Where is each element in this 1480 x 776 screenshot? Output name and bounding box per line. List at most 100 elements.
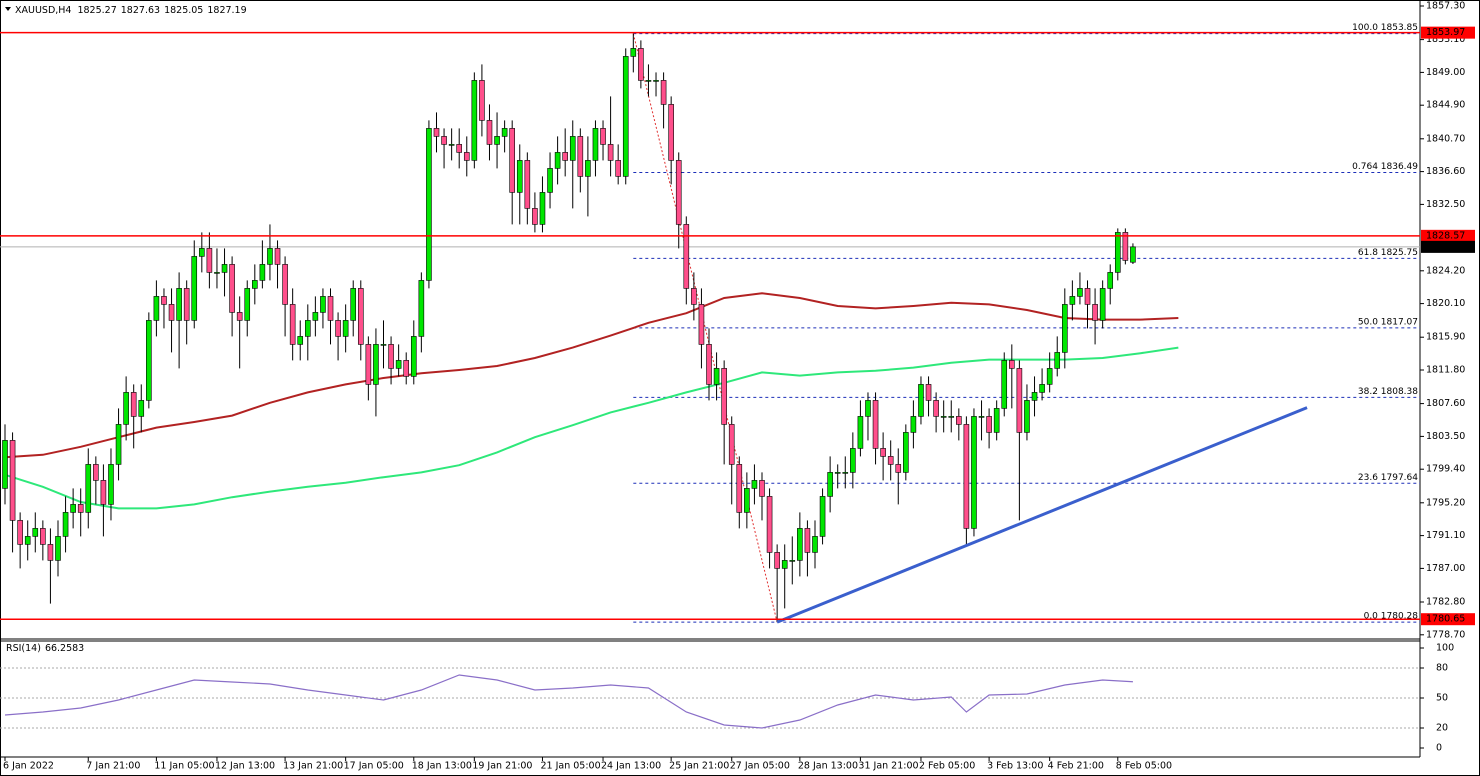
x-tick-label: 6 Jan 2022 bbox=[3, 761, 54, 772]
candle-body bbox=[77, 504, 84, 513]
price-level-tag bbox=[1421, 613, 1475, 626]
y-tick-label: 1807.60 bbox=[1426, 398, 1465, 409]
candle-body bbox=[865, 400, 871, 417]
candle-body bbox=[895, 464, 902, 473]
candle-body bbox=[403, 360, 410, 377]
candle-body bbox=[744, 488, 750, 513]
candle-body bbox=[562, 152, 568, 161]
y-tick-label: 1853.10 bbox=[1426, 34, 1465, 45]
candle-body bbox=[183, 288, 190, 321]
candle-body bbox=[789, 560, 796, 562]
x-tick-label: 12 Jan 13:00 bbox=[215, 761, 275, 772]
candle-body bbox=[577, 136, 584, 177]
candle-body bbox=[312, 312, 319, 321]
candle-body bbox=[933, 400, 939, 417]
rsi-line bbox=[4, 674, 1133, 729]
candle-body bbox=[1107, 272, 1114, 289]
candle-body bbox=[130, 392, 137, 417]
y-tick-label: 1778.70 bbox=[1426, 629, 1465, 640]
candle-body bbox=[781, 560, 788, 569]
candle-body bbox=[55, 536, 61, 561]
candle-body bbox=[244, 288, 251, 321]
rsi-header: RSI(14) 66.2583 bbox=[6, 643, 84, 654]
candle-body bbox=[660, 80, 667, 105]
candle-body bbox=[524, 160, 531, 209]
candle-body bbox=[554, 152, 561, 169]
candle-body bbox=[1054, 352, 1061, 369]
candle-body bbox=[638, 48, 644, 81]
candle-body bbox=[1084, 288, 1091, 305]
header: XAUUSD,H4 1825.27 1827.63 1825.05 1827.19 bbox=[15, 5, 247, 16]
candle-body bbox=[17, 520, 23, 545]
candle-body bbox=[274, 248, 281, 265]
candle-body bbox=[918, 384, 924, 417]
candle-body bbox=[986, 416, 992, 433]
candle-body bbox=[812, 536, 818, 553]
candle-body bbox=[501, 128, 508, 137]
candle-body bbox=[494, 136, 500, 145]
current-price-label: 1827.19 bbox=[1426, 241, 1465, 252]
candle-body bbox=[1114, 232, 1121, 273]
x-tick-label: 7 Jan 21:00 bbox=[86, 761, 140, 772]
rsi-tick-label: 80 bbox=[1436, 663, 1448, 674]
candle-body bbox=[115, 424, 122, 465]
candle-body bbox=[24, 536, 31, 545]
candle-body bbox=[585, 160, 591, 177]
y-tick-label: 1824.20 bbox=[1426, 265, 1465, 276]
candle-body bbox=[327, 296, 334, 321]
candle-body bbox=[1001, 360, 1008, 409]
candle-body bbox=[388, 344, 394, 369]
candle-body bbox=[1092, 304, 1098, 321]
candle-body bbox=[100, 480, 107, 505]
y-tick-label: 1815.90 bbox=[1426, 332, 1465, 343]
candle-body bbox=[456, 144, 463, 153]
fib-label: 38.2 1808.38 bbox=[1358, 387, 1418, 397]
x-tick-label: 17 Jan 05:00 bbox=[344, 761, 404, 772]
candle-body bbox=[910, 416, 917, 433]
candle-body bbox=[2, 440, 8, 489]
y-tick-label: 1803.50 bbox=[1426, 431, 1465, 442]
low-value: 1825.05 bbox=[164, 5, 203, 16]
candle-body bbox=[653, 80, 659, 82]
rsi-value: 66.2583 bbox=[45, 643, 84, 654]
y-tick-label: 1791.10 bbox=[1426, 530, 1465, 541]
candle-body bbox=[320, 296, 326, 313]
x-tick-label: 13 Jan 21:00 bbox=[283, 761, 343, 772]
y-tick-label: 1832.50 bbox=[1426, 199, 1465, 210]
candle-body bbox=[342, 320, 349, 337]
candle-body bbox=[433, 128, 440, 137]
candle-body bbox=[259, 264, 266, 281]
y-tick-label: 1849.00 bbox=[1426, 67, 1465, 78]
trend-line bbox=[776, 406, 1308, 624]
candle-body bbox=[146, 320, 152, 401]
price-level-label: 1828.57 bbox=[1426, 230, 1465, 241]
price-level-tag bbox=[1421, 229, 1475, 242]
menu-arrow bbox=[5, 7, 11, 11]
candle-body bbox=[827, 472, 833, 497]
candle-body bbox=[834, 472, 841, 474]
candle-body bbox=[797, 528, 803, 561]
y-tick-label: 1795.20 bbox=[1426, 497, 1465, 508]
open-value: 1825.27 bbox=[77, 5, 116, 16]
candle-body bbox=[569, 136, 576, 161]
price-level-tag bbox=[1421, 26, 1475, 39]
rsi-tick-label: 100 bbox=[1436, 643, 1454, 654]
candle-body bbox=[691, 288, 697, 305]
candle-body bbox=[880, 448, 886, 457]
rsi-tick-label: 20 bbox=[1436, 723, 1448, 734]
candle-body bbox=[963, 424, 970, 529]
candle-body bbox=[721, 368, 727, 425]
candle-body bbox=[93, 464, 99, 481]
candle-body bbox=[267, 248, 273, 265]
candle-body bbox=[138, 400, 145, 417]
y-tick-label: 1836.60 bbox=[1426, 166, 1465, 177]
candle-body bbox=[1122, 232, 1129, 261]
candle-body bbox=[70, 504, 76, 513]
candle-body bbox=[675, 160, 682, 225]
candle-body bbox=[993, 408, 1000, 433]
x-tick-label: 18 Jan 13:00 bbox=[412, 761, 472, 772]
y-tick-label: 1820.10 bbox=[1426, 298, 1465, 309]
candle-body bbox=[199, 248, 205, 257]
